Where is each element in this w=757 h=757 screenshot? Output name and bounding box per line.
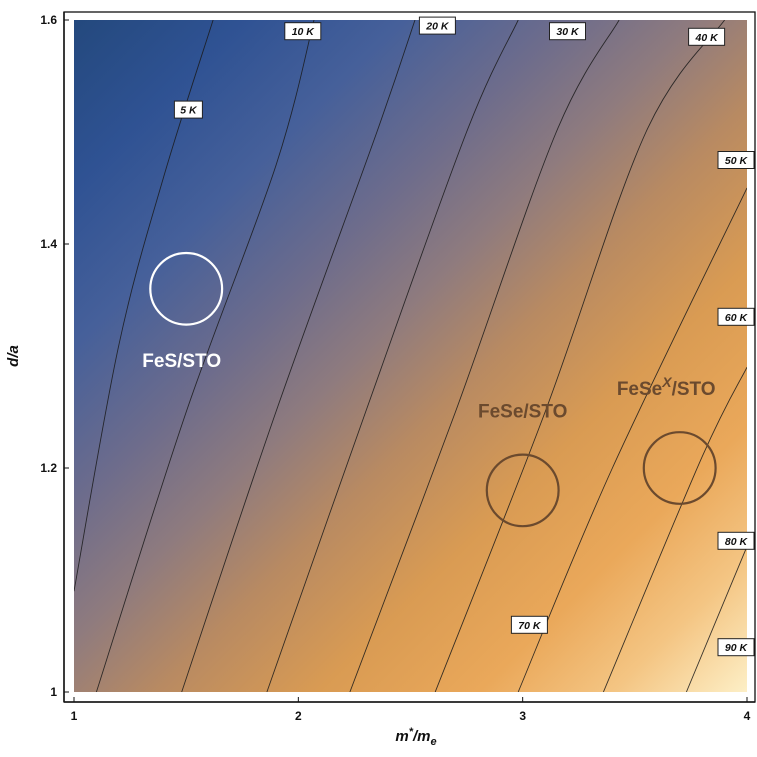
x-axis: 1 2 3 4 xyxy=(71,697,751,723)
contour-label-30k: 30 K xyxy=(549,22,586,41)
contour-label-5k: 5 K xyxy=(173,100,203,119)
annotation-fes-sto: FeS/STO xyxy=(142,251,224,372)
contour-line-40k xyxy=(602,366,747,692)
annotation-label-fesex-sto: FeSeX/STO xyxy=(617,374,716,400)
plot-background xyxy=(74,20,747,692)
svg-text:60 K: 60 K xyxy=(725,312,749,324)
contour-lines xyxy=(74,20,747,692)
svg-text:20 K: 20 K xyxy=(425,21,450,33)
contour-label-60k: 60 K xyxy=(717,307,755,326)
annotation-circle-fes-sto xyxy=(149,251,224,326)
svg-text:5 K: 5 K xyxy=(180,105,198,117)
annotation-fese-sto: FeSe/STO xyxy=(478,402,567,528)
contour-label-20k: 20 K xyxy=(418,16,456,35)
y-axis-title: d/a xyxy=(5,345,22,367)
y-tick-label-1.4: 1.4 xyxy=(40,237,57,251)
annotation-circle-fesex-sto xyxy=(642,431,717,505)
svg-text:50 K: 50 K xyxy=(725,155,749,167)
annotations: FeS/STO FeSe/STO FeSeX/STO xyxy=(142,251,717,528)
x-tick-label-4: 4 xyxy=(744,709,751,723)
contour-line-30k xyxy=(434,20,725,692)
contour-label-50k: 50 K xyxy=(717,151,755,169)
contour-line-10k xyxy=(95,20,315,692)
y-axis: 1 1.2 1.4 1.6 xyxy=(40,13,69,699)
annotation-fesex-sto: FeSeX/STO xyxy=(617,374,717,505)
x-tick-label-3: 3 xyxy=(519,709,526,723)
contour-labels: 5 K 10 K 20 K 30 K 40 K 50 K 60 K 70 K 80 K 90 K xyxy=(173,16,755,657)
contour-line-15k xyxy=(181,20,416,692)
contour-line-20k xyxy=(266,20,519,692)
contour-label-90k: 90 K xyxy=(717,638,755,657)
contour-label-40k: 40 K xyxy=(688,27,726,46)
y-tick-label-1.2: 1.2 xyxy=(40,461,57,475)
x-tick-label-2: 2 xyxy=(295,709,302,723)
svg-text:90 K: 90 K xyxy=(725,642,749,654)
contour-label-80k: 80 K xyxy=(717,531,755,550)
svg-text:10 K: 10 K xyxy=(292,26,316,38)
contour-line-5k xyxy=(74,20,214,592)
annotation-label-fes-sto: FeS/STO xyxy=(142,351,221,372)
contour-label-10k: 10 K xyxy=(284,22,322,41)
contour-line-35k xyxy=(517,187,747,692)
annotation-circle-fese-sto xyxy=(485,453,560,528)
svg-text:30 K: 30 K xyxy=(556,26,580,38)
svg-text:80 K: 80 K xyxy=(725,536,749,548)
contour-line-25k xyxy=(349,20,620,692)
y-tick-label-1.6: 1.6 xyxy=(40,13,57,27)
contour-line-45k xyxy=(685,546,747,692)
contour-label-70k: 70 K xyxy=(510,615,548,634)
svg-text:70 K: 70 K xyxy=(518,620,542,632)
frame xyxy=(63,11,756,703)
y-tick-label-1: 1 xyxy=(50,685,57,699)
svg-text:40 K: 40 K xyxy=(695,32,720,44)
x-tick-label-1: 1 xyxy=(71,709,78,723)
annotation-label-fese-sto: FeSe/STO xyxy=(478,402,567,423)
x-axis-title: m*/me xyxy=(395,726,436,748)
